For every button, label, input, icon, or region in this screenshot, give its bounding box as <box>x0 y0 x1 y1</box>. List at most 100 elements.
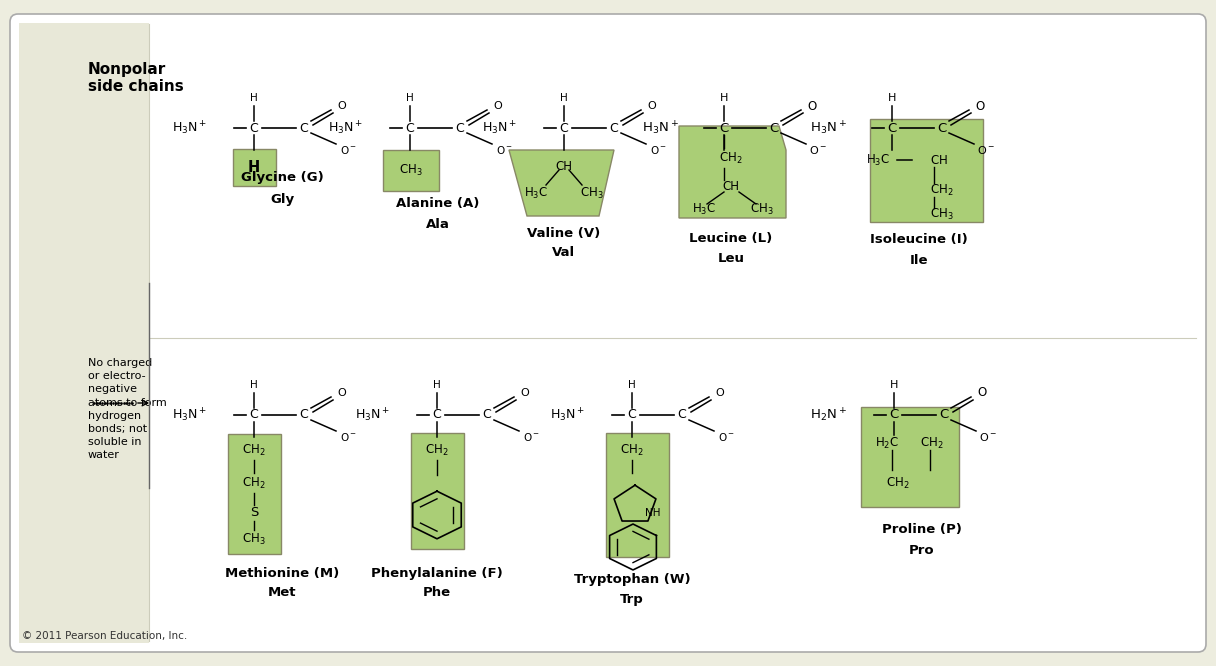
Text: H: H <box>720 93 728 103</box>
Text: O$^-$: O$^-$ <box>649 144 666 156</box>
Text: C: C <box>720 121 728 135</box>
Text: C: C <box>677 408 686 422</box>
Text: C: C <box>770 121 778 135</box>
Text: C: C <box>406 121 415 135</box>
Polygon shape <box>510 150 614 216</box>
Text: Trp: Trp <box>620 593 644 607</box>
Text: $\mathrm{H_3C}$: $\mathrm{H_3C}$ <box>692 201 716 216</box>
Text: $\mathrm{H_3N^+}$: $\mathrm{H_3N^+}$ <box>482 119 517 137</box>
Text: Alanine (A): Alanine (A) <box>396 196 479 210</box>
Text: Leucine (L): Leucine (L) <box>689 232 772 244</box>
Text: C: C <box>609 121 619 135</box>
Text: NH: NH <box>646 508 660 518</box>
Text: O$^-$: O$^-$ <box>809 144 827 156</box>
Text: C: C <box>627 408 636 422</box>
Text: O: O <box>338 101 347 111</box>
FancyBboxPatch shape <box>861 407 959 507</box>
Polygon shape <box>679 126 786 218</box>
Text: O$^-$: O$^-$ <box>979 431 997 443</box>
Text: O: O <box>975 99 985 113</box>
FancyBboxPatch shape <box>19 23 150 643</box>
Text: Tryptophan (W): Tryptophan (W) <box>574 573 691 587</box>
Text: Glycine (G): Glycine (G) <box>241 172 323 184</box>
Text: C: C <box>249 408 258 422</box>
Text: C: C <box>559 121 568 135</box>
Text: H: H <box>561 93 568 103</box>
Text: H: H <box>890 380 899 390</box>
Text: Ala: Ala <box>426 218 450 232</box>
Text: O: O <box>338 388 347 398</box>
Text: O$^-$: O$^-$ <box>717 431 734 443</box>
Text: C: C <box>889 408 899 422</box>
Text: Valine (V): Valine (V) <box>528 226 601 240</box>
FancyBboxPatch shape <box>383 150 439 191</box>
Text: Leu: Leu <box>717 252 744 264</box>
Text: H: H <box>248 159 260 174</box>
Text: $\mathrm{CH_2}$: $\mathrm{CH_2}$ <box>426 442 449 458</box>
FancyBboxPatch shape <box>411 433 465 549</box>
Text: $\mathrm{H_3N^+}$: $\mathrm{H_3N^+}$ <box>171 119 207 137</box>
Text: H: H <box>433 380 441 390</box>
Text: Isoleucine (I): Isoleucine (I) <box>871 234 968 246</box>
Text: Pro: Pro <box>910 543 935 557</box>
Text: $\mathrm{H_2C}$: $\mathrm{H_2C}$ <box>876 436 899 451</box>
Text: C: C <box>938 121 946 135</box>
Text: O: O <box>807 99 817 113</box>
Text: Ile: Ile <box>910 254 928 266</box>
Text: H: H <box>250 93 258 103</box>
Text: © 2011 Pearson Education, Inc.: © 2011 Pearson Education, Inc. <box>22 631 187 641</box>
Text: H: H <box>888 93 896 103</box>
Text: H: H <box>406 93 413 103</box>
Text: $\mathrm{CH_2}$: $\mathrm{CH_2}$ <box>930 182 953 198</box>
Text: $\mathrm{CH}$: $\mathrm{CH}$ <box>930 153 947 166</box>
Text: O$^-$: O$^-$ <box>339 144 356 156</box>
Text: $\mathrm{CH_3}$: $\mathrm{CH_3}$ <box>399 163 423 178</box>
FancyBboxPatch shape <box>227 434 281 554</box>
Text: H: H <box>629 380 636 390</box>
Text: Val: Val <box>552 246 575 260</box>
Text: O$^-$: O$^-$ <box>976 144 995 156</box>
FancyBboxPatch shape <box>869 119 983 222</box>
FancyBboxPatch shape <box>606 433 669 557</box>
Text: O: O <box>716 388 725 398</box>
Text: $\mathrm{H_3N^+}$: $\mathrm{H_3N^+}$ <box>550 406 585 424</box>
Text: $\mathrm{H_3N^+}$: $\mathrm{H_3N^+}$ <box>642 119 679 137</box>
Text: $\mathrm{CH_2}$: $\mathrm{CH_2}$ <box>242 476 266 491</box>
Text: $\mathrm{CH_2}$: $\mathrm{CH_2}$ <box>886 476 910 491</box>
Text: $\mathrm{CH_3}$: $\mathrm{CH_3}$ <box>242 531 266 547</box>
Text: C: C <box>483 408 491 422</box>
Text: $\mathrm{H_3C}$: $\mathrm{H_3C}$ <box>866 153 890 168</box>
Text: O$^-$: O$^-$ <box>523 431 540 443</box>
Text: Proline (P): Proline (P) <box>882 523 962 537</box>
Text: No charged
or electro-
negative
atoms to form
hydrogen
bonds; not
soluble in
wat: No charged or electro- negative atoms to… <box>88 358 167 460</box>
Text: Phenylalanine (F): Phenylalanine (F) <box>371 567 503 579</box>
Text: C: C <box>456 121 465 135</box>
Text: Gly: Gly <box>270 194 294 206</box>
Text: O: O <box>978 386 986 400</box>
Text: CH: CH <box>556 159 573 172</box>
Text: C: C <box>299 408 309 422</box>
Text: S: S <box>249 507 258 519</box>
Text: $\mathrm{CH_2}$: $\mathrm{CH_2}$ <box>921 436 944 451</box>
Text: $\mathrm{CH_2}$: $\mathrm{CH_2}$ <box>242 442 266 458</box>
FancyBboxPatch shape <box>10 14 1206 652</box>
Text: O: O <box>494 101 502 111</box>
Text: $\mathrm{H_3N^+}$: $\mathrm{H_3N^+}$ <box>171 406 207 424</box>
Text: C: C <box>433 408 441 422</box>
Text: Phe: Phe <box>423 587 451 599</box>
Text: $\mathrm{H_3N^+}$: $\mathrm{H_3N^+}$ <box>328 119 364 137</box>
Text: $\mathrm{H_2N^+}$: $\mathrm{H_2N^+}$ <box>810 406 846 424</box>
Text: C: C <box>299 121 309 135</box>
Text: $\mathrm{H_3N^+}$: $\mathrm{H_3N^+}$ <box>810 119 846 137</box>
Text: O: O <box>520 388 529 398</box>
Text: Methionine (M): Methionine (M) <box>225 567 339 579</box>
Text: $\mathrm{CH_2}$: $\mathrm{CH_2}$ <box>719 151 743 166</box>
Text: C: C <box>888 121 896 135</box>
Text: O: O <box>648 101 657 111</box>
Text: Met: Met <box>268 587 297 599</box>
Text: Nonpolar
side chains: Nonpolar side chains <box>88 62 184 95</box>
Text: $\mathrm{CH_3}$: $\mathrm{CH_3}$ <box>580 185 604 200</box>
Text: $\mathrm{CH_2}$: $\mathrm{CH_2}$ <box>620 442 643 458</box>
Text: C: C <box>940 408 948 422</box>
Text: O$^-$: O$^-$ <box>495 144 512 156</box>
